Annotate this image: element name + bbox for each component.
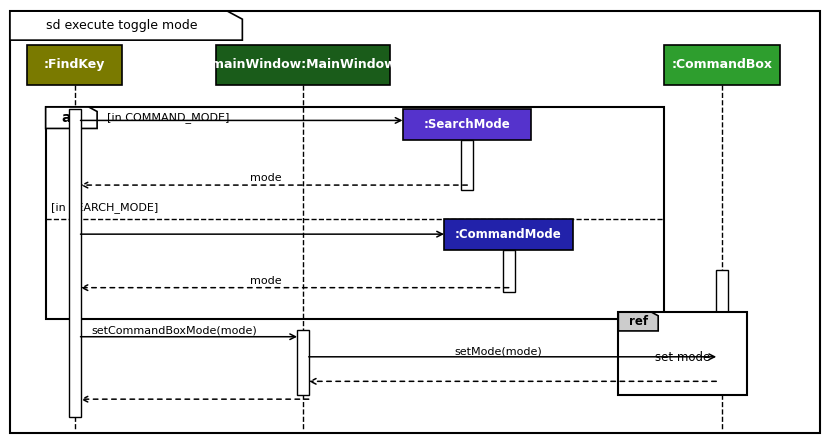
Text: set mode: set mode [655, 351, 710, 364]
Text: ref: ref [628, 315, 648, 328]
Text: mode: mode [250, 276, 281, 286]
Bar [69, 109, 81, 417]
Bar [27, 45, 123, 85]
Bar [716, 270, 728, 330]
Bar [444, 219, 573, 250]
Bar [503, 250, 515, 292]
Text: [in SEARCH_MODE]: [in SEARCH_MODE] [51, 202, 158, 213]
Text: :CommandBox: :CommandBox [671, 58, 773, 71]
Bar [618, 312, 747, 395]
Bar [403, 109, 531, 140]
Bar [46, 107, 664, 319]
Text: [in COMMAND_MODE]: [in COMMAND_MODE] [107, 112, 229, 123]
Text: sd execute toggle mode: sd execute toggle mode [46, 19, 198, 32]
Bar [664, 45, 780, 85]
Polygon shape [10, 11, 242, 40]
Bar [461, 140, 473, 190]
Bar [297, 330, 309, 395]
Bar [216, 45, 390, 85]
Polygon shape [46, 107, 97, 128]
Text: setCommandBoxMode(mode): setCommandBoxMode(mode) [91, 326, 257, 336]
Text: mainWindow:MainWindow: mainWindow:MainWindow [211, 58, 395, 71]
Text: mode: mode [250, 173, 281, 183]
Text: alt: alt [61, 111, 81, 125]
Text: :SearchMode: :SearchMode [423, 118, 510, 132]
Polygon shape [618, 312, 658, 331]
Text: :CommandMode: :CommandMode [455, 227, 562, 241]
Text: :FindKey: :FindKey [44, 58, 105, 71]
Text: setMode(mode): setMode(mode) [454, 347, 542, 356]
